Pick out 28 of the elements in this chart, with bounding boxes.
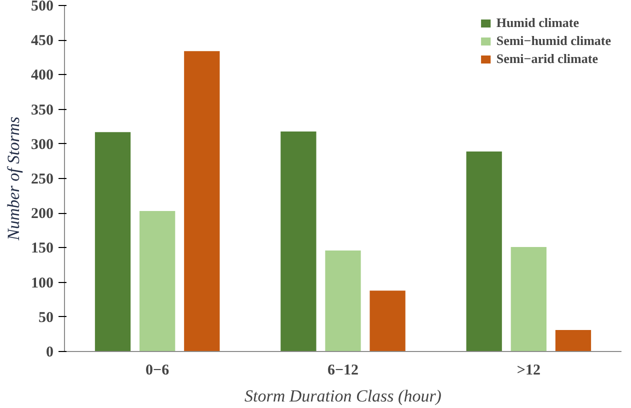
x-tick-label: 6−12 <box>327 362 359 378</box>
bar <box>466 152 502 352</box>
y-tick-label: 250 <box>31 172 54 188</box>
bar <box>94 132 131 352</box>
x-tick-label: 0−6 <box>146 362 170 378</box>
y-tick-label: 100 <box>31 275 54 292</box>
bar <box>370 290 406 352</box>
y-tick-label: 200 <box>31 206 54 222</box>
bar <box>555 330 592 352</box>
y-tick-label: 500 <box>31 0 54 14</box>
y-tick-label: 300 <box>31 136 54 153</box>
y-tick-label: 450 <box>31 33 54 50</box>
y-tick-label: 350 <box>31 102 54 118</box>
legend-label: Humid climate <box>496 15 580 31</box>
y-axis-title: Number of Storms <box>4 116 23 242</box>
x-axis-title: Storm Duration Class (hour) <box>244 386 442 406</box>
bar <box>510 247 546 352</box>
y-tick-label: 50 <box>38 310 54 326</box>
y-tick-label: 400 <box>31 68 54 84</box>
y-tick-label: 150 <box>31 240 54 257</box>
bar <box>140 211 176 352</box>
bar <box>280 131 316 352</box>
legend-label: Semi−humid climate <box>496 33 611 49</box>
bar <box>325 250 361 352</box>
x-tick-label: >12 <box>516 362 540 378</box>
y-tick-label: 0 <box>46 344 54 360</box>
bar <box>184 51 220 352</box>
legend-label: Semi−arid climate <box>496 51 598 67</box>
